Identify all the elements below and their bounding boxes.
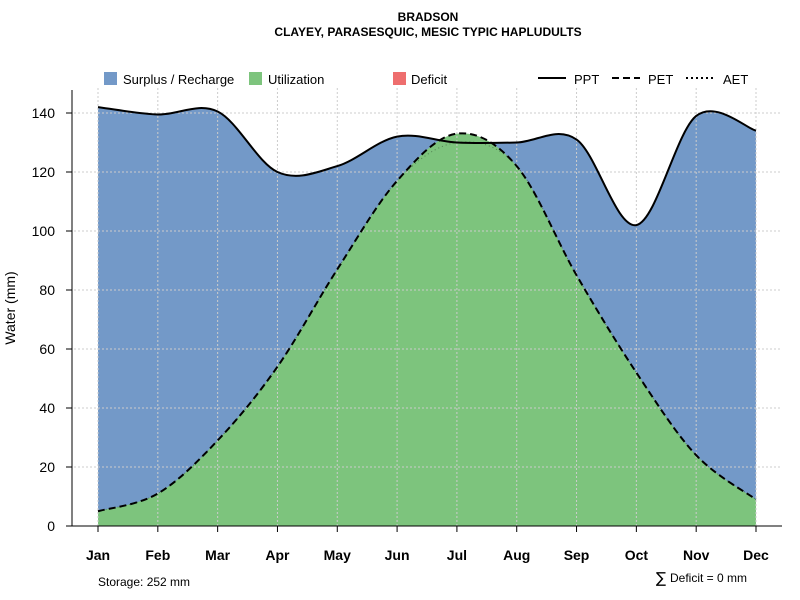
y-tick-label: 40 [39,400,55,416]
series-line-ppt [97,106,757,227]
x-tick-label: May [324,547,351,563]
y-axis-label: Water (mm) [2,271,18,344]
y-tick-label: 20 [39,459,55,475]
x-tick-label: Mar [205,547,230,563]
legend: Surplus / Recharge Utilization Deficit P… [104,72,748,87]
y-tick-label: 120 [32,164,56,180]
deficit-note: Deficit = 0 mm [670,571,747,585]
chart-title: BRADSON [398,10,459,24]
x-tick-label: Dec [743,547,769,563]
legend-label-deficit: Deficit [411,72,448,87]
legend-label-aet: AET [723,72,748,87]
legend-label-ppt: PPT [574,72,599,87]
y-tick-label: 80 [39,282,55,298]
legend-swatch-surplus [104,72,117,85]
legend-label-surplus: Surplus / Recharge [123,72,234,87]
y-tick-label: 140 [32,105,56,121]
y-tick-label: 100 [32,223,56,239]
x-tick-label: Sep [564,547,590,563]
footnotes: Storage: 252 mm ∑ Deficit = 0 mm [98,569,747,589]
x-tick-label: Oct [625,547,649,563]
legend-label-pet: PET [648,72,673,87]
x-tick-label: Jul [447,547,467,563]
sum-symbol-icon: ∑ [656,569,666,587]
legend-label-utilization: Utilization [268,72,324,87]
chart-subtitle: CLAYEY, PARASESQUIC, MESIC TYPIC HAPLUDU… [274,25,581,39]
x-tick-label: Feb [145,547,170,563]
x-tick-label: Nov [683,547,710,563]
y-tick-label: 0 [47,518,55,534]
x-tick-label: Apr [265,547,290,563]
plot-area: 0 20 40 60 80 100 120 140 Jan Feb Mar Apr May Jun Jul A… [32,88,782,563]
y-tick-label: 60 [39,341,55,357]
x-tick-label: Aug [503,547,530,563]
area-utilization [98,133,756,526]
chart-titles: BRADSON CLAYEY, PARASESQUIC, MESIC TYPIC… [274,10,581,39]
storage-note: Storage: 252 mm [98,575,190,589]
x-tick-label: Jan [86,547,110,563]
x-tick-label: Jun [385,547,410,563]
legend-swatch-deficit [393,72,406,85]
legend-swatch-utilization [249,72,262,85]
